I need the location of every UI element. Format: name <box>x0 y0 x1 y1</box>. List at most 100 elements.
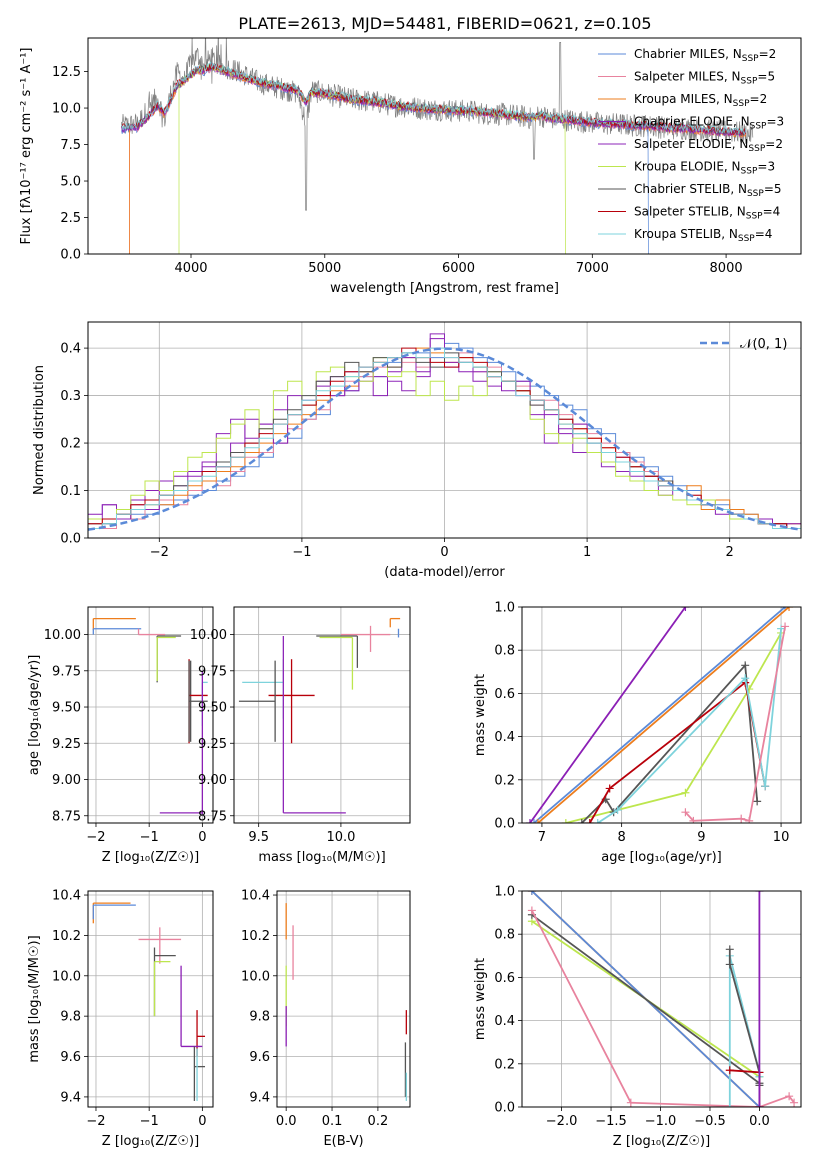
y-tick-label: 0.2 <box>494 1057 515 1072</box>
y-tick-label: 7.5 <box>60 138 81 153</box>
x-tick-label: 0.2 <box>368 1114 389 1129</box>
legend-label-tail: =4 <box>755 227 773 241</box>
legend-label-tail: =2 <box>750 92 768 106</box>
x-tick-label: 0 <box>198 830 206 845</box>
legend-label: Salpeter STELIB, NSSP=4 <box>634 205 780 222</box>
y-tick-label: 9.50 <box>198 701 227 716</box>
y-tick-label: 10.2 <box>241 929 270 944</box>
x-tick-label: 1 <box>583 545 591 560</box>
y-tick-label: 0.4 <box>494 730 515 745</box>
x-tick-label: 8 <box>618 830 626 845</box>
x-axis-label: Z [log₁₀(Z/Z☉)] <box>102 850 199 865</box>
data-point-marker <box>781 622 790 631</box>
mass-weight-line <box>531 909 795 1107</box>
x-tick-label: 6000 <box>442 261 475 276</box>
model-spectrum-line <box>121 66 652 254</box>
age-vs-mass-frame <box>233 606 411 824</box>
y-tick-label: 12.5 <box>52 65 81 80</box>
histogram-step <box>88 357 801 538</box>
data-point-marker <box>525 819 534 823</box>
x-tick-label: −2 <box>86 830 105 845</box>
y-tick-label: 9.00 <box>52 773 81 788</box>
data-point-marker <box>745 816 754 823</box>
data-point-marker <box>605 784 614 793</box>
y-tick-label: 0.6 <box>494 687 515 702</box>
x-tick-label: −2 <box>150 545 169 560</box>
legend-label-sub: SSP <box>741 167 758 177</box>
data-point-marker <box>725 960 734 969</box>
data-point-marker <box>561 819 570 823</box>
chart-panels: 4000 5000 6000 7000 80000.02.55.07.510.012.5… <box>19 37 802 1149</box>
x-tick-label: 5000 <box>308 261 341 276</box>
y-tick-label: 9.8 <box>249 1010 270 1025</box>
data-point-marker <box>790 1098 799 1107</box>
y-axis-label: mass weight <box>473 674 488 756</box>
mass-weight-line <box>531 914 760 1084</box>
x-tick-label: 8000 <box>710 261 743 276</box>
data-point-marker <box>585 819 594 823</box>
legend-label-sub: SSP <box>748 144 765 154</box>
y-axis-label: Flux [fλ10⁻¹⁷ erg cm⁻² s⁻¹ A⁻¹] <box>19 48 34 245</box>
spectrum-plot-area <box>121 38 754 254</box>
y-tick-label: 0.4 <box>60 342 81 357</box>
y-axis-label: mass [log₁₀(M/M☉)] <box>27 935 42 1062</box>
x-tick-label: 0 <box>198 1114 206 1129</box>
data-point-marker <box>741 661 750 670</box>
mass-weight-line <box>537 607 790 823</box>
legend-label-main: Kroupa MILES, N <box>634 92 733 106</box>
x-tick-label: 9 <box>697 830 705 845</box>
y-tick-label: 9.6 <box>249 1050 270 1065</box>
y-tick-label: 0.4 <box>494 1014 515 1029</box>
x-tick-label: −1 <box>292 545 311 560</box>
data-point-marker <box>527 891 536 895</box>
y-tick-label: 0.2 <box>494 773 515 788</box>
x-tick-label: −0.5 <box>694 1114 726 1129</box>
y-axis-label: Normed distribution <box>32 365 47 495</box>
y-tick-label: 2.5 <box>60 211 81 226</box>
x-tick-label: 0.0 <box>749 1114 770 1129</box>
histogram-step <box>88 347 801 538</box>
mass-weight-vs-Z-panel: −2.0 −1.5 −1.0 −0.5 0.0 0.0 0.2 0.4 0.6 0.8 1.0 Z [… <box>473 885 802 1149</box>
age-vs-mass-panel: 9.5 10.0 8.75 9.00 9.25 9.50 9.75 10.00 mass [lo… <box>190 606 411 865</box>
data-point-marker <box>681 788 690 797</box>
legend-label: Chabrier ELODIE, NSSP=3 <box>634 115 784 132</box>
figure-title: PLATE=2613, MJD=54481, FIBERID=0621, z=0… <box>238 14 651 33</box>
legend-label-main: Salpeter STELIB, N <box>634 205 746 219</box>
y-tick-label: 1.0 <box>494 601 515 616</box>
residuals-plot-area <box>88 333 801 538</box>
y-tick-label: 0.3 <box>60 389 81 404</box>
x-tick-label: −1 <box>140 1114 159 1129</box>
y-tick-label: 0.0 <box>494 1101 515 1116</box>
y-tick-label: 9.25 <box>198 737 227 752</box>
y-tick-label: 8.75 <box>52 809 81 824</box>
y-axis-label: age [log₁₀(age/yr)] <box>27 655 42 776</box>
data-point-marker <box>533 819 542 823</box>
x-tick-label: −1 <box>140 830 159 845</box>
age-vs-Z-panel: −2 −1 0 8.75 9.00 9.25 9.50 9.75 10.00 Z [log₁₀(Z… <box>27 606 214 865</box>
spectrum-panel: 4000 5000 6000 7000 8000 0.0 2.5 5.0 7.5 10.0 12.5… <box>19 37 802 296</box>
legend-label: 𝒩(0, 1) <box>740 337 787 352</box>
data-point-marker <box>725 1103 734 1107</box>
mass-weight-vs-Z-plot-area <box>527 891 799 1107</box>
x-tick-label: −2 <box>86 1114 105 1129</box>
legend-label-tail: =3 <box>757 160 775 174</box>
y-tick-label: 0.0 <box>60 532 81 547</box>
y-tick-label: 0.1 <box>60 484 81 499</box>
y-tick-label: 9.50 <box>52 701 81 716</box>
residuals-panel: −2 −1 0 1 2 0.0 0.1 0.2 0.3 0.4 (data-model)/error… <box>32 321 802 580</box>
mass-weight-line <box>533 607 786 823</box>
x-axis-label: Z [log₁₀(Z/Z☉)] <box>613 1134 710 1149</box>
age-vs-Z-plot-area <box>92 617 208 815</box>
mass-vs-Z-plot-area <box>92 902 206 1101</box>
mass-weight-vs-age-panel: 7 8 9 10 0.0 0.2 0.4 0.6 0.8 1.0 age [log₁₀(age/yr… <box>473 601 802 865</box>
y-tick-label: 10.00 <box>44 628 81 643</box>
y-tick-label: 9.8 <box>60 1010 81 1025</box>
mass-weight-vs-age-plot-area <box>525 607 794 823</box>
mass-vs-ebv-panel: 0.0 0.1 0.2 9.4 9.6 9.8 10.0 10.2 10.4 E(B-V) <box>241 889 411 1149</box>
legend-label-tail: =5 <box>757 70 775 84</box>
x-tick-label: 0.0 <box>276 1114 297 1129</box>
y-tick-label: 9.4 <box>60 1090 81 1105</box>
legend-label-sub: SSP <box>750 122 767 132</box>
